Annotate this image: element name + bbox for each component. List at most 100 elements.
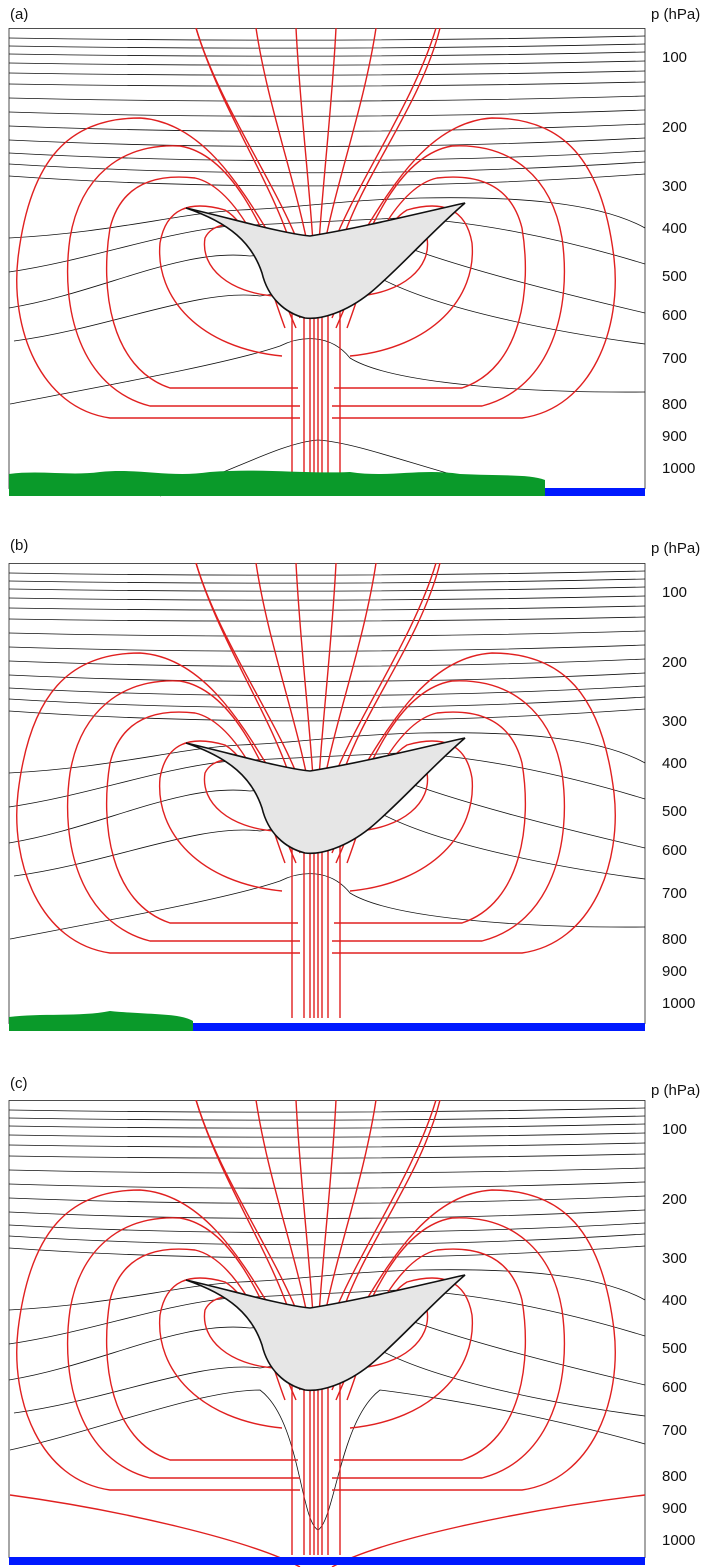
tick-700: 700 [662, 1422, 688, 1439]
pressure-axis-title: p (hPa) [651, 540, 701, 557]
isentrope-line [8, 35, 646, 41]
tick-600: 600 [662, 842, 688, 859]
isentrope-line [8, 605, 646, 611]
tick-900: 900 [662, 1500, 688, 1517]
land-surface [9, 470, 545, 496]
tick-1000: 1000 [662, 995, 696, 1012]
isentrope-line [8, 586, 646, 592]
circulation-streamline-left [16, 1189, 300, 1491]
tick-300: 300 [662, 178, 688, 195]
tick-800: 800 [662, 931, 688, 948]
tick-700: 700 [662, 885, 688, 902]
isentrope-line [8, 644, 646, 652]
tick-400: 400 [662, 1292, 688, 1309]
panel-label: (c) [10, 1075, 28, 1092]
isentrope-line [8, 708, 646, 722]
isentrope-line [8, 173, 646, 187]
isentrope-line [8, 43, 646, 49]
tick-600: 600 [662, 307, 688, 324]
tick-400: 400 [662, 220, 688, 237]
ocean-surface [545, 488, 645, 496]
tick-100: 100 [662, 584, 688, 601]
tick-800: 800 [662, 1468, 688, 1485]
isentrope-line [8, 1115, 646, 1121]
tick-200: 200 [662, 654, 688, 671]
cloud-anvil [185, 202, 466, 320]
inflow-streamline [331, 1494, 646, 1567]
isentrope-line [8, 1167, 646, 1174]
circulation-streamline-left [66, 1217, 301, 1479]
isentrope-line [8, 150, 646, 162]
isentrope-line [8, 70, 646, 76]
tick-300: 300 [662, 1250, 688, 1267]
tick-300: 300 [662, 713, 688, 730]
circulation-streamline-right [331, 145, 566, 407]
circulation-streamline-right [331, 680, 566, 942]
isentrope-line [8, 161, 646, 174]
circulation-streamline-right [332, 652, 616, 954]
isentrope-line [8, 1123, 646, 1129]
inflow-streamline [9, 1494, 301, 1567]
cross-section-plot [8, 28, 646, 497]
tick-1000: 1000 [662, 460, 696, 477]
tick-100: 100 [662, 1121, 688, 1138]
isentrope-line [8, 1195, 646, 1204]
isentrope-line [8, 685, 646, 697]
isentrope-line [8, 109, 646, 117]
isentrope-line [8, 578, 646, 584]
tick-600: 600 [662, 1379, 688, 1396]
cloud-anvil [185, 1274, 466, 1392]
tick-400: 400 [662, 755, 688, 772]
cloud-anvil [185, 737, 466, 855]
isentrope-line [8, 696, 646, 709]
cross-section-plot [8, 1100, 646, 1567]
cross-section-plot [8, 563, 646, 1031]
tick-500: 500 [662, 1340, 688, 1357]
isentrope-line [8, 570, 646, 576]
circulation-streamline-left [16, 652, 300, 954]
isentrope-line [8, 1245, 646, 1259]
isentrope-line [8, 658, 646, 667]
circulation-streamline-left [66, 145, 301, 407]
panel-label: (a) [10, 6, 29, 23]
isentrope-line [8, 1209, 646, 1219]
circulation-streamline-right [332, 1189, 616, 1491]
isentrope-line [8, 1222, 646, 1234]
tick-200: 200 [662, 1191, 688, 1208]
tick-900: 900 [662, 428, 688, 445]
tick-500: 500 [662, 803, 688, 820]
land-surface [9, 1011, 193, 1031]
isentrope-line [8, 1181, 646, 1189]
tick-1000: 1000 [662, 1532, 696, 1549]
isentrope-line [8, 616, 646, 622]
tick-200: 200 [662, 119, 688, 136]
isentrope-line [9, 873, 646, 940]
isentrope-line [8, 1142, 646, 1148]
isentrope-line [8, 137, 646, 147]
isentrope-line [9, 338, 646, 405]
isentrope-line [8, 123, 646, 132]
isentrope-line [8, 672, 646, 682]
isentrope-line [8, 630, 646, 637]
panel-a: (a) p (hPa) 100 200 300 400 500 600 700 … [0, 0, 713, 500]
isentrope-line [8, 1107, 646, 1113]
ocean-surface [193, 1023, 645, 1031]
tick-100: 100 [662, 49, 688, 66]
panel-b: (b) p (hPa) 100 200 300 400 500 600 700 … [0, 535, 713, 1035]
ocean-surface [9, 1557, 645, 1565]
circulation-streamline-left [66, 680, 301, 942]
isentrope-line [8, 81, 646, 87]
isentrope-line [8, 595, 646, 601]
panel-c: (c) p (hPa) 100 200 300 400 500 600 700 … [0, 1072, 713, 1567]
pressure-axis-title: p (hPa) [651, 6, 701, 23]
isentrope-line [8, 1132, 646, 1138]
isentrope-line [8, 1233, 646, 1246]
tick-700: 700 [662, 350, 688, 367]
circulation-streamline-right [332, 117, 616, 419]
panel-label: (b) [10, 537, 29, 554]
isentrope-line [8, 95, 646, 102]
isentrope-line [8, 51, 646, 57]
circulation-streamline-left [16, 117, 300, 419]
pressure-axis-title: p (hPa) [651, 1082, 701, 1099]
tick-500: 500 [662, 268, 688, 285]
